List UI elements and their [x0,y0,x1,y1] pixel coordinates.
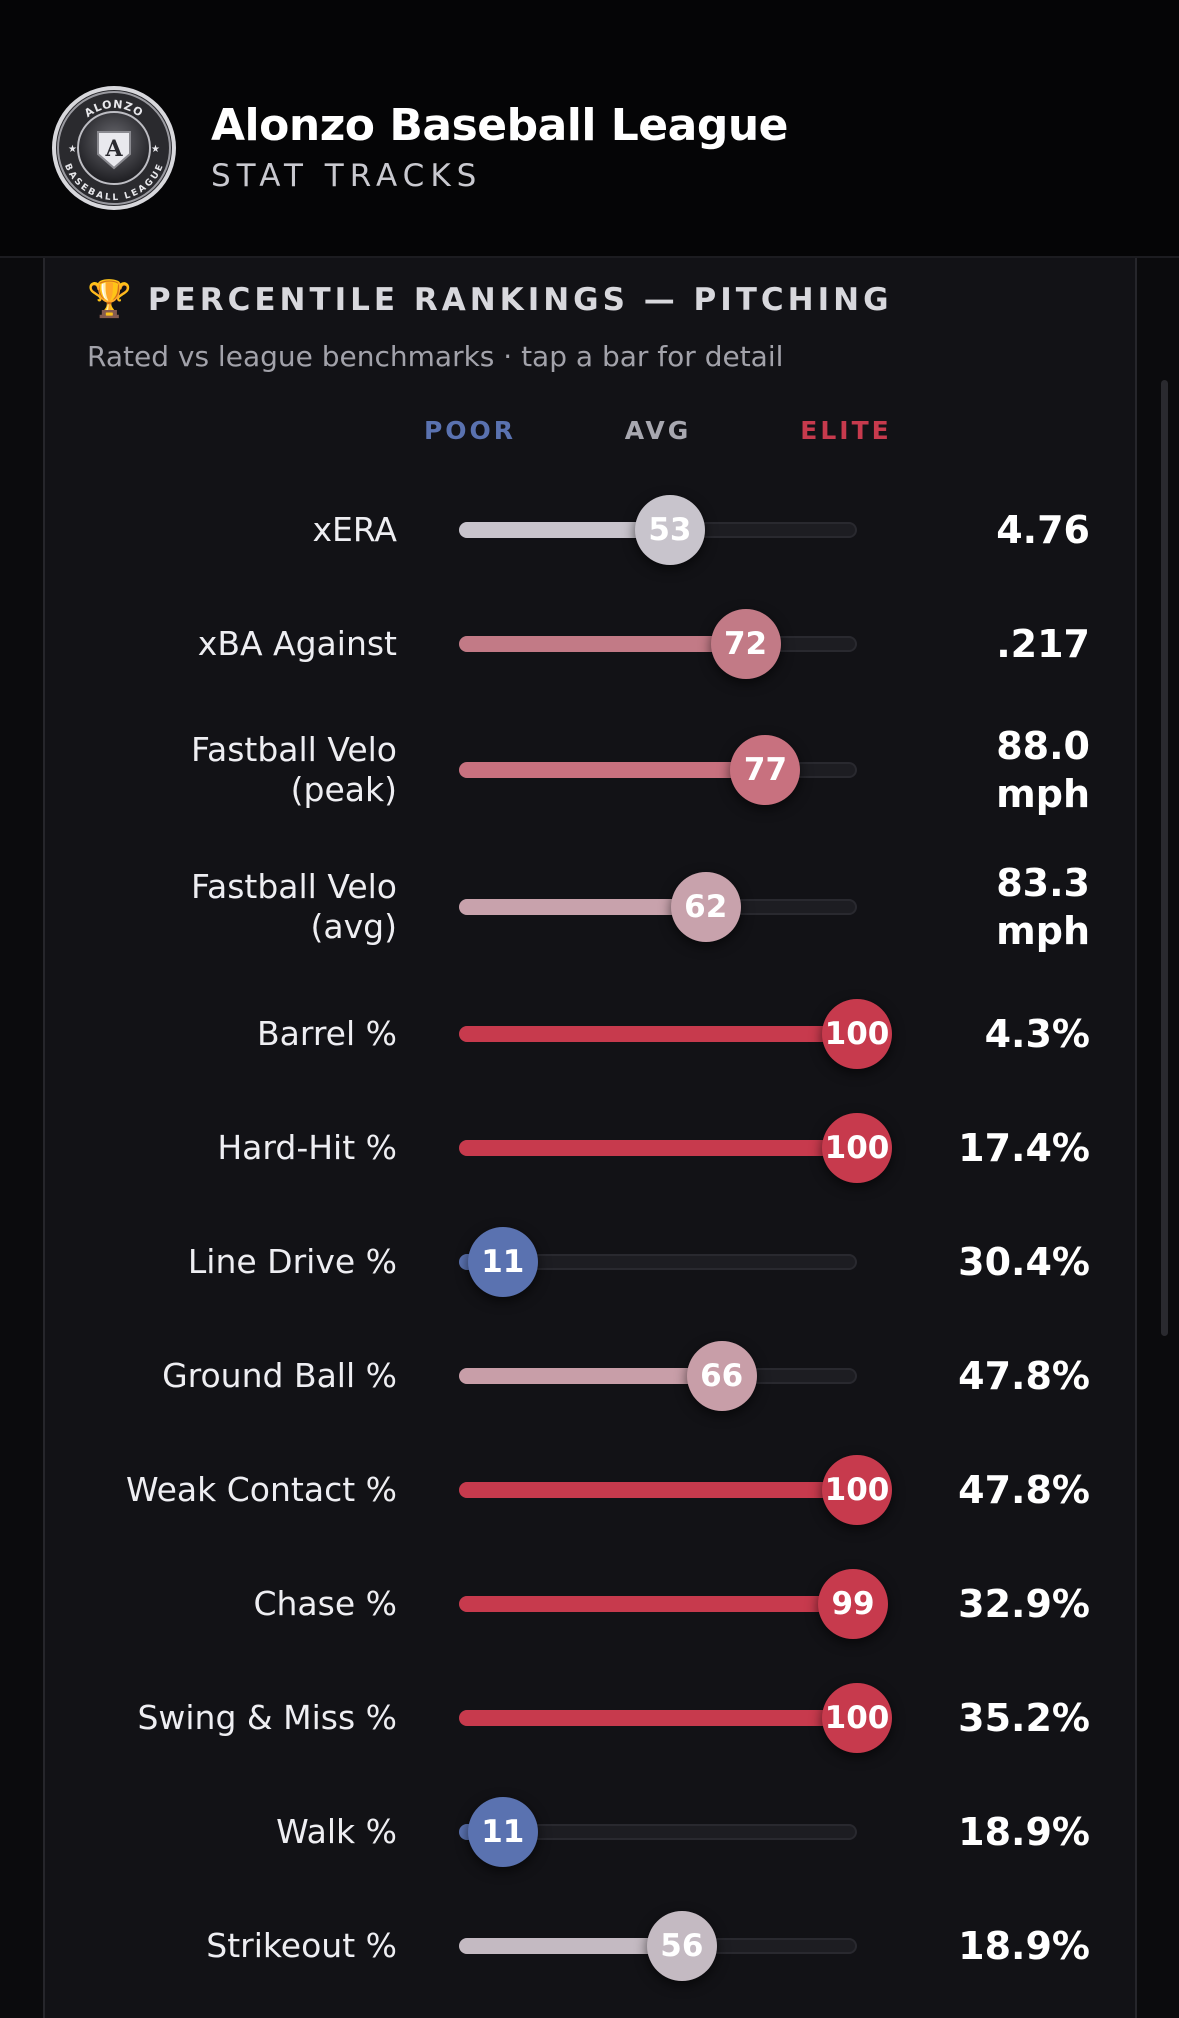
percentile-knob[interactable]: 56 [646,1911,717,1981]
percentile-knob[interactable]: 99 [818,1569,889,1639]
metric-label: Hard-Hit % [217,1128,397,1168]
percentile-fill [459,1710,857,1726]
metric-value-line: mph [996,772,1090,816]
metric-label: Fastball Velo (avg) [191,867,397,947]
metric-value-line: 32.9% [958,1582,1090,1626]
percentile-knob[interactable]: 66 [686,1341,757,1411]
metric-value: 47.8% [958,1352,1090,1400]
metric-value-line: 83.3 [996,861,1090,905]
svg-text:★: ★ [68,144,77,155]
section-header: 🏆 PERCENTILE RANKINGS — PITCHING [87,279,893,320]
percentile-knob[interactable]: 53 [634,495,705,565]
metric-label-line: Walk % [276,1812,397,1851]
percentile-knob[interactable]: 11 [467,1797,538,1867]
legend-poor: POOR [423,416,517,445]
section-title: PERCENTILE RANKINGS — PITCHING [147,282,893,318]
metric-value-line: 18.9% [958,1810,1090,1854]
metric-label-line: Fastball Velo [191,867,397,906]
metric-value: 18.9% [958,1808,1090,1856]
app-subtitle: STAT TRACKS [211,158,483,194]
metric-label-line: Weak Contact % [125,1470,397,1509]
metric-label-line: (peak) [290,770,397,809]
metric-value: 88.0 mph [996,722,1090,818]
metric-label-line: (avg) [310,907,397,946]
percentile-knob[interactable]: 100 [822,1113,892,1183]
metric-value: 30.4% [958,1238,1090,1286]
app-header: ALONZO BASEBALL LEAGUE ★ ★ A Alonzo Base… [0,0,1179,258]
metric-label: Walk % [276,1812,397,1852]
percentile-fill [459,1482,857,1498]
metric-label: Swing & Miss % [137,1698,397,1738]
metric-label: Line Drive % [188,1242,397,1282]
metric-label-line: xERA [312,510,397,549]
percentile-knob[interactable]: 77 [730,735,801,805]
metric-value: 4.3% [985,1010,1090,1058]
percentile-fill [459,1140,857,1156]
metric-label-line: Line Drive % [187,1242,397,1281]
metric-label: Barrel % [257,1014,397,1054]
percentile-fill [459,1368,722,1384]
metric-label-line: xBA Against [197,624,397,663]
scrollbar[interactable] [1161,380,1168,1336]
metric-value-line: 88.0 [996,724,1090,768]
metric-label: Ground Ball % [162,1356,397,1396]
metric-value-line: mph [996,909,1090,953]
metric-value: 32.9% [958,1580,1090,1628]
metric-value: 18.9% [958,1922,1090,1970]
percentile-fill [459,1596,854,1612]
metric-value: .217 [996,620,1090,668]
metric-value-line: 18.9% [958,1924,1090,1968]
metric-value: 47.8% [958,1466,1090,1514]
metric-value-line: 30.4% [958,1240,1090,1284]
percentile-knob[interactable]: 100 [822,999,892,1069]
percentile-knob[interactable]: 11 [467,1227,538,1297]
percentile-fill [459,762,766,778]
trophy-icon: 🏆 [87,279,132,320]
metric-label-line: Barrel % [256,1014,397,1053]
metric-value-line: .217 [996,622,1090,666]
metric-value-line: 47.8% [958,1468,1090,1512]
metric-value-line: 35.2% [958,1696,1090,1740]
app-title: Alonzo Baseball League [211,100,789,151]
metric-value-line: 4.76 [996,508,1090,552]
metric-label-line: Ground Ball % [162,1356,397,1395]
metric-value-line: 47.8% [958,1354,1090,1398]
metric-value: 4.76 [996,506,1090,554]
percentile-fill [459,899,706,915]
percentile-fill [459,1026,857,1042]
metric-label: xERA [312,510,397,550]
metric-label: Chase % [253,1584,397,1624]
metric-label-line: Hard-Hit % [217,1128,397,1167]
percentile-knob[interactable]: 100 [822,1683,892,1753]
metric-label: Strikeout % [206,1926,397,1966]
percentile-fill [459,1938,682,1954]
metric-label-line: Strikeout % [206,1926,397,1965]
league-shield-logo[interactable]: ALONZO BASEBALL LEAGUE ★ ★ A [50,84,178,212]
percentile-knob[interactable]: 100 [822,1455,892,1525]
metric-value-line: 4.3% [984,1012,1090,1056]
metric-value: 35.2% [958,1694,1090,1742]
metric-value: 17.4% [958,1124,1090,1172]
metric-label-line: Swing & Miss % [137,1698,397,1737]
percentile-knob[interactable]: 72 [710,609,781,679]
metric-label-line: Chase % [253,1584,397,1623]
section-subtitle: Rated vs league benchmarks · tap a bar f… [87,340,784,373]
metric-label-line: Fastball Velo [191,730,397,769]
percentile-knob[interactable]: 62 [670,872,741,942]
metric-label: xBA Against [198,624,397,664]
svg-text:A: A [104,136,123,162]
legend-avg: AVG [624,416,692,445]
metric-value: 83.3 mph [996,859,1090,955]
svg-text:★: ★ [151,144,160,155]
metric-label: Fastball Velo (peak) [191,730,397,810]
percentile-fill [459,522,670,538]
metric-label: Weak Contact % [126,1470,397,1510]
legend-elite: ELITE [800,416,892,445]
percentile-fill [459,636,746,652]
metric-value-line: 17.4% [958,1126,1090,1170]
